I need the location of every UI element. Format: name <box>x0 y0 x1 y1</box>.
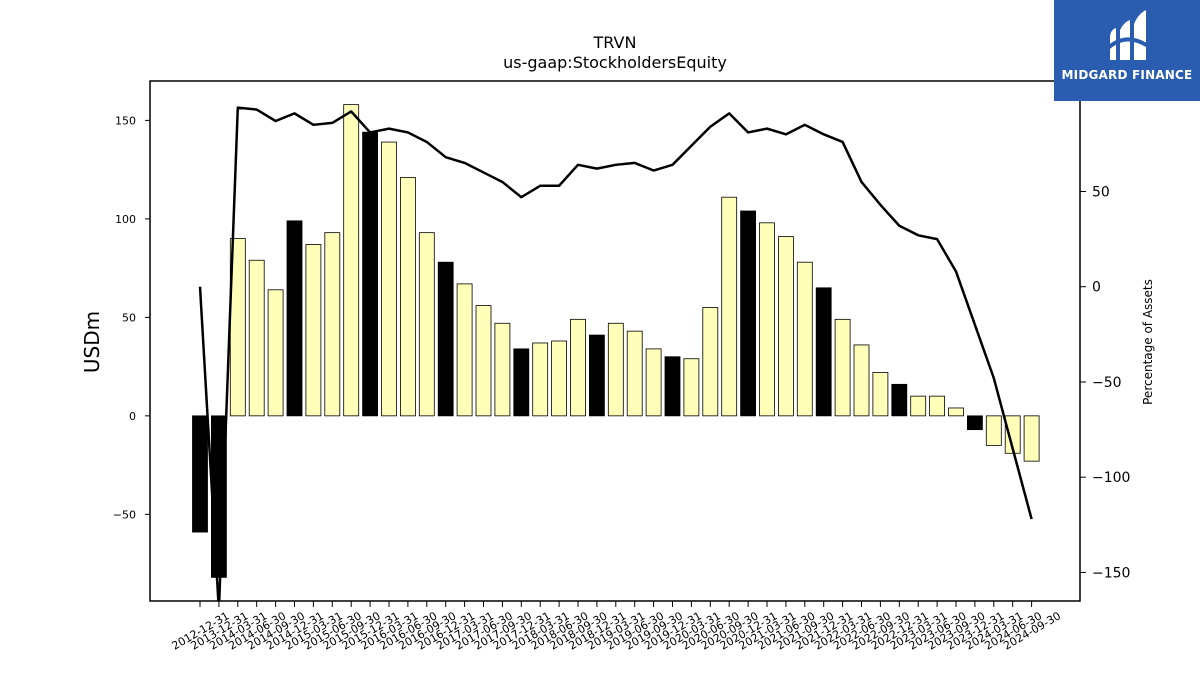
y2-tick-label: −50 <box>1092 375 1122 391</box>
bar-series <box>192 104 1040 578</box>
bar-2021-09-30 <box>796 261 813 417</box>
y2-tick-label: 0 <box>1092 280 1101 296</box>
bar-2022-06-30 <box>853 344 870 417</box>
plot-frame <box>149 80 1081 602</box>
y2-tick-label: −100 <box>1092 470 1130 486</box>
bar-2018-09-30 <box>570 318 586 417</box>
bar-2016-12-31 <box>437 261 454 417</box>
bar-2024-03-31 <box>985 415 1002 446</box>
bar-2022-12-31 <box>891 383 908 417</box>
logo-mark-icon <box>1106 10 1150 60</box>
y-tick-label: −50 <box>113 508 136 521</box>
bar-2019-06-30 <box>626 330 643 417</box>
bar-2021-03-31 <box>759 222 775 417</box>
bar-2016-06-30 <box>399 177 416 417</box>
bar-2012-12-31 <box>192 415 208 533</box>
bar-2017-09-30 <box>494 322 511 417</box>
bar-2023-12-31 <box>967 415 983 431</box>
bar-2017-06-30 <box>475 305 492 417</box>
bar-2020-09-30 <box>721 196 738 417</box>
y-tick-label: 50 <box>122 311 136 324</box>
bar-2021-12-31 <box>815 287 832 417</box>
chart-subtitle: us-gaap:StockholdersEquity <box>503 53 727 72</box>
bar-2014-06-30 <box>248 259 265 417</box>
bar-2014-12-31 <box>286 220 303 417</box>
y2-tick-label: −150 <box>1092 565 1130 581</box>
y2-tick-label: 50 <box>1092 184 1110 200</box>
bar-2020-03-31 <box>683 358 700 417</box>
bar-2019-09-30 <box>645 348 662 417</box>
bar-2024-09-30 <box>1023 415 1040 462</box>
bar-2015-12-31 <box>362 131 379 417</box>
x-axis: 2012-12-312013-12-312014-03-312014-06-30… <box>170 601 1063 653</box>
bar-2019-12-31 <box>664 356 681 417</box>
y-axis-left: −50 0 50 100 150 <box>113 114 150 521</box>
line-series <box>198 106 1033 601</box>
bar-2017-12-31 <box>513 348 530 417</box>
y2-axis-label: Percentage of Assets <box>1141 279 1155 405</box>
y-tick-label: 0 <box>129 410 136 423</box>
y-axis-label: USDm <box>80 311 104 373</box>
y-tick-label: 150 <box>115 114 136 127</box>
bar-2023-03-31 <box>910 395 927 417</box>
bar-2022-09-30 <box>872 372 889 417</box>
bar-2023-06-30 <box>929 395 945 417</box>
bar-2018-06-30 <box>551 340 567 417</box>
bar-2018-03-31 <box>532 342 549 417</box>
bar-2022-03-31 <box>834 318 851 417</box>
chart-title: TRVN <box>593 33 637 52</box>
bar-2016-09-30 <box>418 232 435 417</box>
bar-2017-03-31 <box>456 283 473 417</box>
bar-2020-06-30 <box>702 307 719 417</box>
bar-2015-09-30 <box>343 104 360 417</box>
bar-2019-03-31 <box>607 322 624 417</box>
y-tick-label: 100 <box>115 213 136 226</box>
bar-2023-09-30 <box>948 407 964 417</box>
logo-text: MIDGARD FINANCE <box>1061 68 1193 82</box>
bar-2018-12-31 <box>589 334 605 417</box>
bar-2015-06-30 <box>324 232 341 417</box>
bar-2020-12-31 <box>740 210 756 417</box>
bar-2014-09-30 <box>267 289 284 417</box>
bar-2016-03-31 <box>381 141 397 417</box>
brand-logo: MIDGARD FINANCE <box>1054 0 1200 101</box>
percentage-line <box>198 106 1033 601</box>
bar-2021-06-30 <box>778 236 794 417</box>
bar-2015-03-31 <box>305 244 322 417</box>
